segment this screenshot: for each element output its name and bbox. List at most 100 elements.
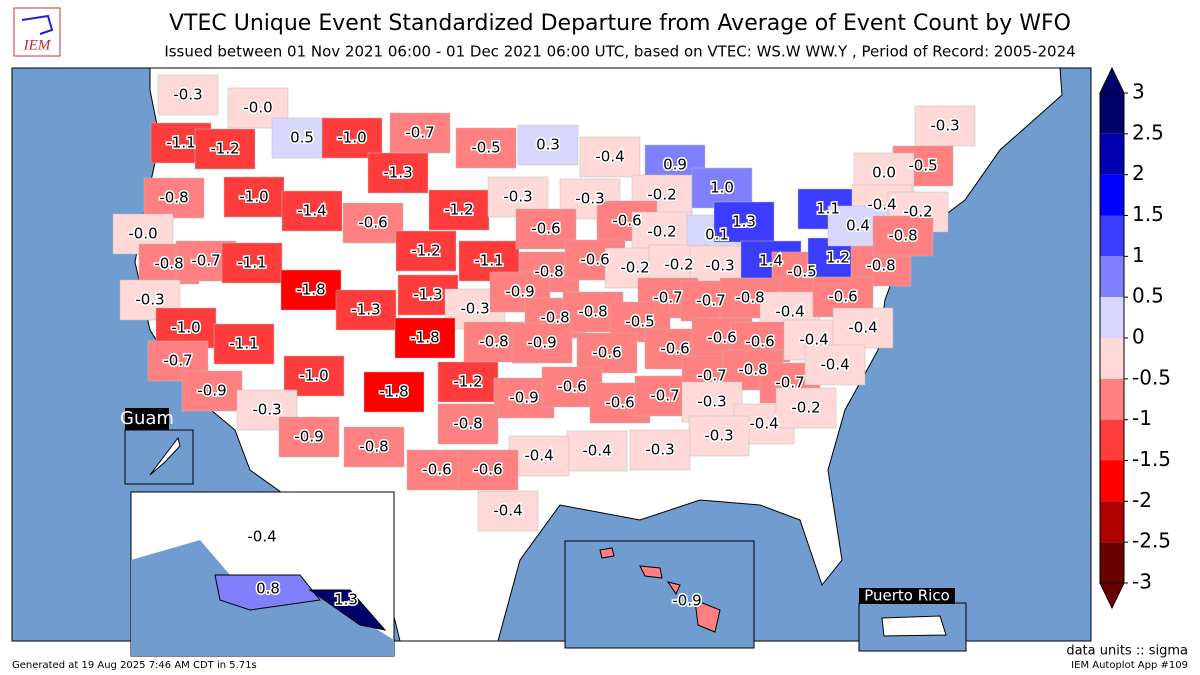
wfo-label: -1.8 (296, 281, 325, 299)
wfo-label: -0.6 (707, 329, 736, 347)
wfo-region (455, 127, 517, 169)
wfo-label: -0.0 (243, 99, 272, 117)
wfo-label: -0.8 (534, 263, 563, 281)
wfo-label: -0.8 (453, 415, 482, 433)
wfo-label: -0.5 (787, 263, 816, 281)
wfo-label: -0.3 (645, 441, 674, 459)
wfo-label: -1.1 (237, 254, 266, 272)
wfo-label: -0.7 (163, 352, 192, 370)
wfo-region (477, 490, 539, 532)
wfo-region (278, 416, 340, 458)
wfo-region (681, 381, 743, 423)
wfo-labels: -0.3 -0.0 0.5 -1.0 -0.7 -0.5 0.3 -0.4 0.9 -1.1 -1.… (127, 84, 961, 611)
colorbar-tick-label: -2 (1132, 488, 1152, 512)
wfo-label: -0.8 (735, 289, 764, 307)
wfo-label: 0.9 (663, 156, 687, 174)
wfo-region (406, 449, 468, 491)
alaska-region (308, 589, 387, 631)
wfo-region (566, 430, 628, 472)
wfo-label: -1.8 (379, 383, 408, 401)
colorbar-bin (1100, 215, 1124, 257)
colorbar-tick-label: 0.5 (1132, 284, 1164, 308)
wfo-label: 1.1 (816, 200, 840, 218)
wfo-label: -1.0 (299, 367, 328, 385)
wfo-region (832, 307, 894, 349)
wfo-label: -1.8 (410, 329, 439, 347)
wfo-label: -0.7 (405, 124, 434, 142)
wfo-label: -0.2 (647, 186, 676, 204)
wfo-label: -0.6 (580, 251, 609, 269)
wfo-region (775, 387, 837, 429)
wfo-region (395, 230, 457, 272)
wfo-region (281, 190, 343, 232)
wfo-label: -0.5 (908, 157, 937, 175)
wfo-label: -0.3 (135, 291, 164, 309)
colorbar-bin (1100, 419, 1124, 461)
app-id: IEM Autoplot App #109 (1071, 660, 1188, 671)
wfo-label: 0.1 (705, 226, 729, 244)
wfo-label: -0.7 (775, 374, 804, 392)
wfo-region (194, 128, 256, 170)
wfo-label: -0.6 (358, 214, 387, 232)
wfo-label: -0.4 (749, 415, 778, 433)
wfo-label: -1.0 (171, 319, 200, 337)
wfo-region (280, 269, 342, 311)
inset-label: Guam (120, 408, 174, 429)
wfo-region (688, 415, 750, 457)
wfo-label: -0.6 (612, 212, 641, 230)
colorbar-bin (1100, 93, 1124, 134)
colorbar-extend (1099, 582, 1125, 610)
colorbar-tick-label: 2.5 (1132, 120, 1164, 144)
wfo-label: -0.8 (154, 255, 183, 273)
wfo-label: -0.2 (791, 399, 820, 417)
wfo-label: -0.3 (704, 427, 733, 445)
wfo-label: -0.3 (575, 190, 604, 208)
wfo-region (157, 74, 219, 116)
colorbar-bin (1100, 256, 1124, 298)
wfo-label: -0.7 (696, 292, 725, 310)
colorbar-tick-label: 0 (1132, 325, 1145, 349)
wfo-region (213, 323, 275, 365)
wfo-region (389, 112, 451, 154)
colorbar-bin (1100, 174, 1124, 216)
colorbar-tick-label: 1 (1132, 243, 1145, 267)
logo: IEM (13, 7, 61, 57)
wfo-region (437, 403, 499, 445)
wfo-region (457, 449, 519, 491)
wfo-label: -0.6 (745, 333, 774, 351)
logo-frame (13, 7, 61, 57)
wfo-label: -1.0 (239, 188, 268, 206)
wfo-region (508, 435, 570, 477)
colorbar-bin (1100, 378, 1124, 420)
colorbar-tick-label: 2 (1132, 161, 1145, 185)
wfo-label: 1.4 (759, 252, 783, 270)
colorbar-extend (1099, 66, 1125, 94)
wfo-region (181, 370, 243, 412)
wfo-label: -0.8 (866, 257, 895, 275)
wfo-label: -0.4 (582, 442, 611, 460)
colorbar-bin (1100, 297, 1124, 338)
wfo-label: -0.6 (531, 220, 560, 238)
wfo-label: -0.3 (705, 257, 734, 275)
wfo-label: 1.3 (334, 591, 358, 609)
generated: Generated at 19 Aug 2025 7:46 AM CDT in … (12, 660, 257, 671)
wfo-region (576, 332, 638, 374)
wfo-region (335, 289, 397, 331)
wfo-label: -1.3 (383, 164, 412, 182)
subtitle: Issued between 01 Nov 2021 06:00 - 01 De… (164, 43, 1075, 61)
hawaii-islands (599, 547, 721, 633)
wfo-label: 0.4 (846, 217, 870, 235)
wfo-label: -1.1 (229, 335, 258, 353)
wfo-label: 1.0 (710, 179, 734, 197)
wfo-label: -0.6 (605, 394, 634, 412)
wfo-region (872, 215, 934, 257)
alaska-region (214, 574, 321, 611)
wfo-label: -1.2 (411, 242, 440, 260)
wfo-region (223, 176, 285, 218)
logo-mark (21, 14, 54, 35)
wfo-region (143, 177, 205, 219)
puerto-rico-island (881, 615, 947, 637)
wfo-label: 0.3 (536, 136, 560, 154)
wfo-label: -0.5 (471, 139, 500, 157)
wfo-label: -0.9 (294, 428, 323, 446)
